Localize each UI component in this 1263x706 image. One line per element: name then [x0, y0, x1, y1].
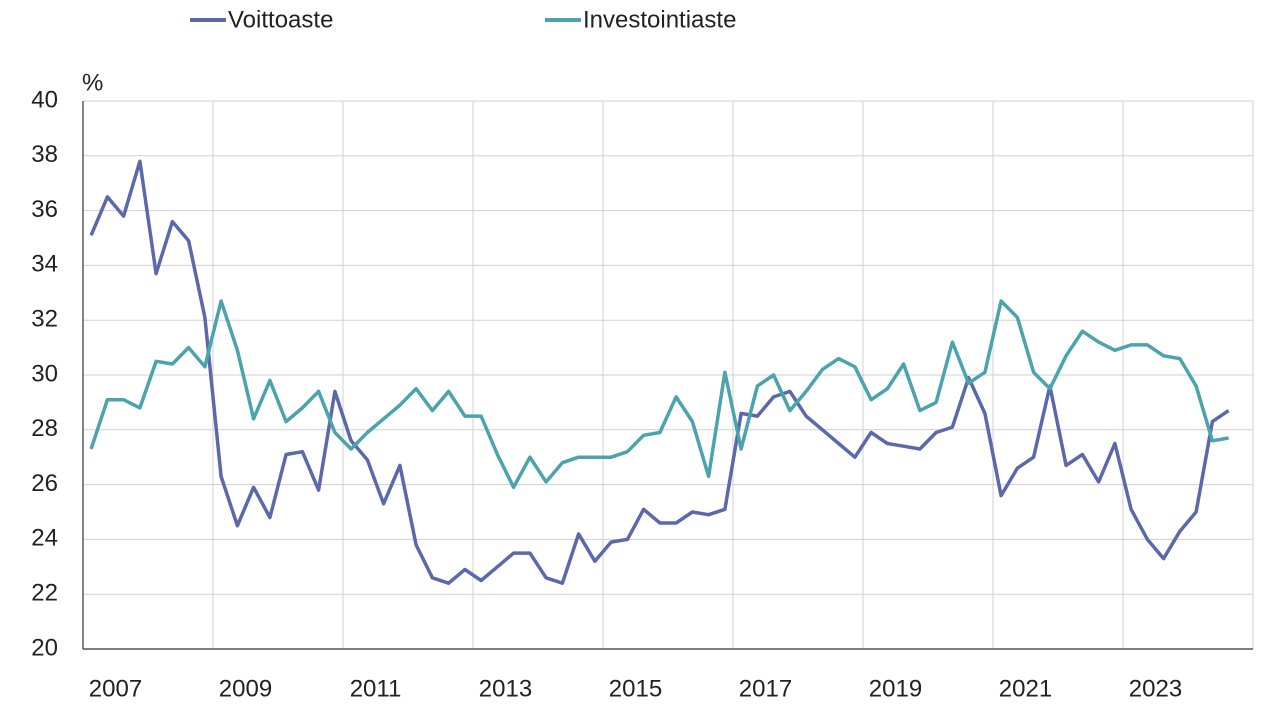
y-unit-label: %	[82, 69, 103, 96]
y-tick-label: 26	[31, 470, 58, 497]
x-tick-label: 2021	[999, 675, 1052, 702]
x-tick-label: 2017	[739, 675, 792, 702]
series-line	[89, 159, 1230, 585]
x-tick-label: 2015	[609, 675, 662, 702]
y-tick-label: 30	[31, 360, 58, 387]
y-tick-label: 22	[31, 580, 58, 607]
x-tick-label: 2019	[869, 675, 922, 702]
y-tick-label: 40	[31, 86, 58, 113]
x-tick-label: 2009	[219, 675, 272, 702]
y-tick-label: 32	[31, 306, 58, 333]
series-line	[89, 299, 1229, 490]
x-tick-label: 2007	[89, 675, 142, 702]
y-tick-label: 38	[31, 141, 58, 168]
y-tick-label: 28	[31, 415, 58, 442]
legend-label: Investointiaste	[583, 6, 736, 33]
y-tick-label: 20	[31, 634, 58, 661]
legend-label: Voittoaste	[228, 6, 333, 33]
x-tick-label: 2023	[1129, 675, 1182, 702]
y-tick-label: 24	[31, 525, 58, 552]
x-tick-label: 2011	[350, 675, 402, 702]
y-tick-label: 36	[31, 196, 58, 223]
x-tick-label: 2013	[479, 675, 532, 702]
y-tick-label: 34	[31, 251, 58, 278]
